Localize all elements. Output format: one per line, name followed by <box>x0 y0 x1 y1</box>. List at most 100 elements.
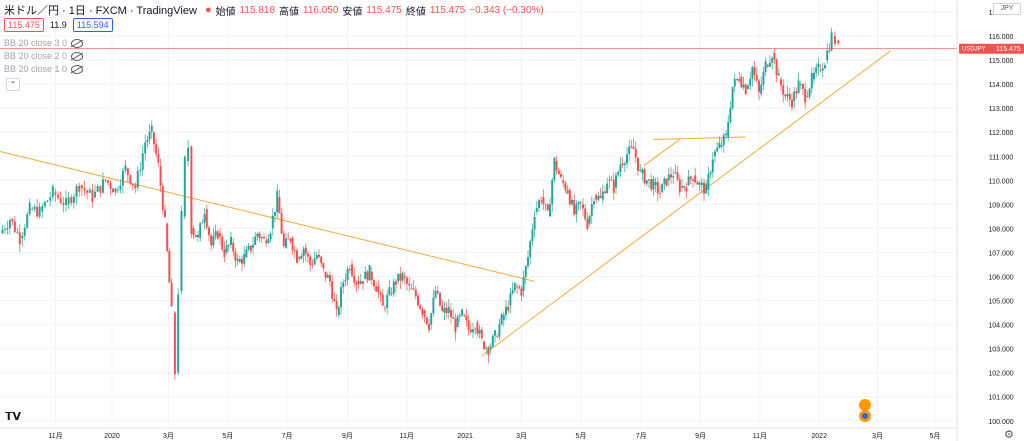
symbol-title[interactable]: 米ドル／円 · 1日 · FXCM · TradingView <box>4 5 197 17</box>
candle-body <box>430 313 433 325</box>
x-tick-label: 9月 <box>342 432 353 440</box>
candle-body <box>298 257 301 259</box>
indicator-bb-1[interactable]: BB 20 close 1 0 <box>4 64 84 74</box>
candle-body <box>654 182 657 186</box>
candle-body <box>331 281 334 299</box>
candle-body <box>566 190 569 194</box>
currency-box[interactable]: JPY <box>993 3 1021 15</box>
candle-body <box>13 221 16 232</box>
flag-icon <box>862 413 868 419</box>
candle-body <box>368 265 371 281</box>
eye-hidden-icon[interactable] <box>71 51 84 61</box>
time-axis[interactable]: 11月 2020 3月 5月 7月 9月 11月 2021 3月 5月 7月 9月 11月 2022 3月 5… <box>48 432 940 440</box>
candle-body <box>373 280 375 287</box>
candle-body <box>568 189 571 205</box>
candle-body <box>696 182 699 185</box>
sell-button[interactable]: 115.475 <box>4 18 44 32</box>
eye-hidden-icon[interactable] <box>71 64 84 74</box>
x-tick-label: 3月 <box>872 432 883 440</box>
candle-body <box>112 188 115 193</box>
candle-body <box>434 290 437 298</box>
candle-body <box>309 256 312 265</box>
collapse-legend-button[interactable]: ⌃ <box>6 78 20 91</box>
candle-body <box>599 195 602 198</box>
candle-body <box>656 182 659 194</box>
candle-body <box>197 234 199 238</box>
candle-body <box>88 189 91 193</box>
candle-body <box>43 201 46 207</box>
candle-body <box>212 236 215 246</box>
candle-body <box>771 58 774 63</box>
price-badge: USDJPY 115.475 <box>959 43 1024 54</box>
candle-body <box>390 293 393 295</box>
candle-body <box>648 179 650 181</box>
candle-body <box>799 84 802 85</box>
candle-body <box>432 297 435 314</box>
indicator-bb-3[interactable]: BB 20 close 3 0 <box>4 38 84 48</box>
indicator-bb-2[interactable]: BB 20 close 2 0 <box>4 51 84 61</box>
candle-body <box>287 238 290 240</box>
x-tick-label: 3月 <box>516 432 527 440</box>
price-axis[interactable]: 100.000 101.000 102.000 103.000 104.000 105.0… <box>988 10 1013 426</box>
candle-body <box>813 72 815 80</box>
candle-body <box>16 231 19 233</box>
settings-gear-icon[interactable]: ⚙ <box>1004 429 1014 441</box>
candle-body <box>797 80 800 94</box>
buy-button[interactable]: 115.594 <box>72 18 113 32</box>
candle-body <box>661 183 664 193</box>
candle-body <box>472 329 474 333</box>
trendline[interactable] <box>643 139 681 167</box>
candle-body <box>665 178 668 186</box>
candle-body <box>485 347 488 349</box>
candle-body <box>388 287 391 295</box>
candle-body <box>513 282 516 291</box>
trendlines[interactable] <box>0 50 892 357</box>
candle-body <box>764 61 767 72</box>
tradingview-logo[interactable]: 𝗧𝗩 <box>5 411 22 423</box>
candle-body <box>304 247 307 254</box>
candle-body <box>329 275 331 282</box>
candle-body <box>815 67 818 73</box>
candle-body <box>134 185 137 189</box>
candle-body <box>401 273 404 281</box>
candle-body <box>236 258 239 261</box>
trendline[interactable] <box>481 50 892 357</box>
x-tick-label: 9月 <box>695 432 706 440</box>
candle-body <box>819 69 822 71</box>
y-tick-label: 115.000 <box>989 58 1014 65</box>
candle-body <box>780 79 782 86</box>
trendline[interactable] <box>0 150 535 282</box>
y-tick-label: 100.000 <box>988 419 1013 426</box>
candle-body <box>753 67 756 75</box>
candle-body <box>300 255 303 259</box>
candle-body <box>72 196 75 203</box>
eye-hidden-icon[interactable] <box>71 38 84 48</box>
candle-body <box>826 50 829 61</box>
candle-body <box>590 204 593 216</box>
candle-body <box>164 210 166 218</box>
event-marker-circle[interactable] <box>859 399 871 411</box>
candle-body <box>769 62 771 67</box>
candle-body <box>597 195 600 200</box>
candle-body <box>630 146 633 148</box>
x-tick-label: 5月 <box>575 432 586 440</box>
candle-body <box>227 244 230 246</box>
candle-body <box>709 172 712 175</box>
candle-body <box>190 146 193 234</box>
candle-body <box>36 206 39 217</box>
candle-body <box>777 73 780 76</box>
candle-body <box>623 163 626 166</box>
candle-body <box>687 176 690 186</box>
candle-body <box>445 307 448 313</box>
candle-body <box>722 134 725 146</box>
candle-body <box>804 88 807 103</box>
candle-body <box>509 293 512 306</box>
event-marker[interactable] <box>859 399 871 422</box>
candle-body <box>33 206 36 210</box>
candle-body <box>436 290 439 293</box>
candle-body <box>99 186 102 193</box>
indicator-label: BB 20 close 3 0 <box>4 38 68 48</box>
trendline[interactable] <box>653 136 746 140</box>
candle-body <box>83 188 86 191</box>
